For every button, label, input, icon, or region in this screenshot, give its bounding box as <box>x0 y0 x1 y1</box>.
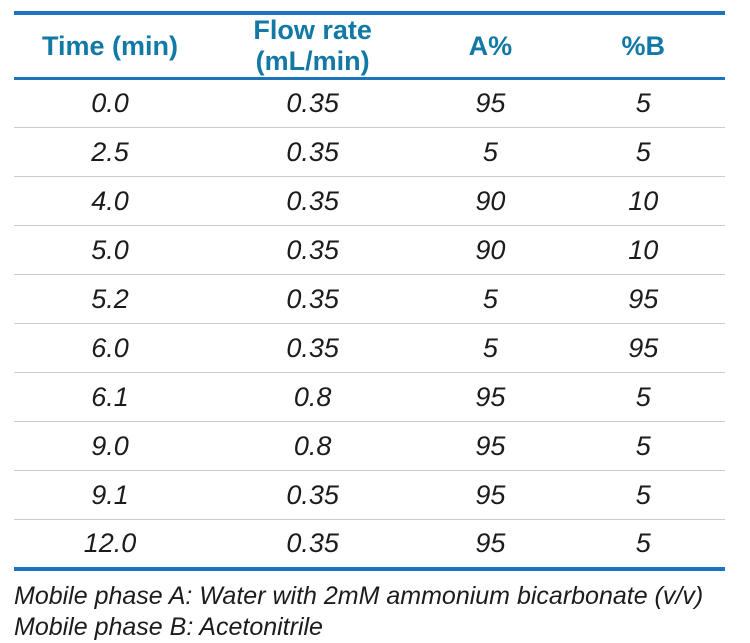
table-cell: 90 <box>419 225 562 275</box>
table-cell: 0.35 <box>205 470 420 520</box>
table-row: 0.0 0.35 95 5 <box>14 79 725 128</box>
table-cell: 10 <box>561 225 725 275</box>
table-cell: 0.35 <box>205 225 420 275</box>
table-cell: 5 <box>419 323 562 373</box>
table-cell: 5 <box>561 421 725 471</box>
column-header-flow-rate: Flow rate (mL/min) <box>205 13 420 80</box>
table-cell: 0.35 <box>205 127 420 177</box>
table-row: 5.2 0.35 5 95 <box>14 274 725 324</box>
table-cell: 95 <box>419 519 562 569</box>
table-cell: 0.35 <box>286 88 339 118</box>
table-row: 6.1 0.8 95 5 <box>14 372 725 422</box>
table-cell: 5 <box>419 274 562 324</box>
table-cell: 5.0 <box>14 225 206 275</box>
column-header-time: Time (min) <box>14 13 206 80</box>
table-cell: 2.5 <box>14 127 206 177</box>
table-cell: 5 <box>561 470 725 520</box>
table-cell: 9.0 <box>14 421 206 471</box>
table-cell: 0.35 <box>205 323 420 373</box>
table-cell: 0.8 <box>205 372 420 422</box>
table-cell: 5.2 <box>14 274 206 324</box>
table-row: 2.5 0.35 5 5 <box>14 127 725 177</box>
table-cell: 95 <box>419 470 562 520</box>
table-row: 4.0 0.35 90 10 <box>14 176 725 226</box>
gradient-method-table: Time (min) Flow rate (mL/min) A% %B 0.0 0… <box>14 11 725 571</box>
table-cell: 5 <box>561 519 725 569</box>
table-cell: 0.8 <box>205 421 420 471</box>
table-cell: 95 <box>561 274 725 324</box>
table-cell: 95 <box>561 323 725 373</box>
table-cell: 5 <box>561 127 725 177</box>
table-cell: 12.0 <box>14 519 206 569</box>
table-cell: 0.35 <box>205 519 420 569</box>
table-cell: 0.35 <box>205 176 420 226</box>
table-cell: 0.35 <box>205 274 420 324</box>
table-cell: 6.1 <box>14 372 206 422</box>
table-row: 9.0 0.8 95 5 <box>14 421 725 471</box>
table-row: 9.1 0.35 95 5 <box>14 470 725 520</box>
table-body: 0.0 0.35 95 5 2.5 0.35 5 5 4.0 0.35 90 10 5.0 0.35 90 1… <box>14 79 725 569</box>
table-cell: 10 <box>561 176 725 226</box>
table-cell: 95 <box>419 421 562 471</box>
footnotes: Mobile phase A: Water with 2mM ammonium … <box>14 581 725 643</box>
column-header-percent-b: %B <box>561 13 725 80</box>
table-header: Time (min) Flow rate (mL/min) A% %B <box>14 13 725 80</box>
table-cell: 5 <box>561 372 725 422</box>
header-row: Time (min) Flow rate (mL/min) A% %B <box>14 13 725 80</box>
table-row: 6.0 0.35 5 95 <box>14 323 725 373</box>
table-cell: 9.1 <box>14 470 206 520</box>
table-cell: 90 <box>419 176 562 226</box>
table-cell: 0.0 <box>91 88 129 118</box>
mobile-phase-b-note: Mobile phase B: Acetonitrile <box>14 612 323 641</box>
table-row: 12.0 0.35 95 5 <box>14 519 725 569</box>
table-cell: 5 <box>635 88 651 118</box>
table-cell: 95 <box>419 372 562 422</box>
table-cell: 5 <box>419 127 562 177</box>
table-cell: 6.0 <box>14 323 206 373</box>
table-row: 5.0 0.35 90 10 <box>14 225 725 275</box>
mobile-phase-a-note: Mobile phase A: Water with 2mM ammonium … <box>14 581 704 610</box>
table-cell: 4.0 <box>14 176 206 226</box>
table-cell: 95 <box>475 88 506 118</box>
column-header-percent-a: A% <box>419 13 562 80</box>
